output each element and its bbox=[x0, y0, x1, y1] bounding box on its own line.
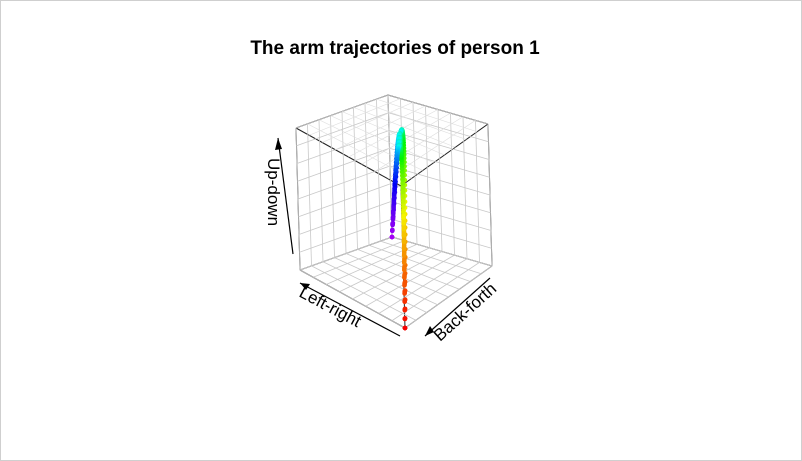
x-axis-label: Left-right bbox=[296, 283, 364, 331]
side-wall-grid-line bbox=[297, 147, 390, 182]
side-wall-grid-line bbox=[296, 112, 389, 147]
y-axis-label: Back-forth bbox=[430, 279, 500, 345]
trajectory-point bbox=[391, 201, 397, 206]
trajectory-point bbox=[402, 299, 408, 305]
trajectory-point bbox=[401, 253, 407, 258]
x-axis-arrow bbox=[299, 282, 401, 337]
side-wall-grid-line bbox=[297, 165, 391, 200]
trajectory-point bbox=[391, 206, 396, 211]
trajectory-point bbox=[400, 185, 406, 190]
floor-grid-line bbox=[357, 249, 460, 290]
trajectory-point bbox=[400, 177, 405, 182]
trajectory-point bbox=[389, 234, 395, 240]
trajectory-point bbox=[391, 196, 397, 201]
floor-grid-line bbox=[345, 253, 449, 298]
y-axis-arrow bbox=[424, 277, 491, 337]
trajectory-points bbox=[389, 127, 408, 331]
trajectory-point bbox=[401, 209, 406, 215]
trajectory-point bbox=[391, 211, 396, 217]
side-wall-grid-line bbox=[353, 107, 358, 250]
trajectory-point bbox=[400, 173, 405, 178]
back-wall-grid-line bbox=[389, 147, 490, 178]
trajectory-point bbox=[402, 325, 408, 331]
chart-title: The arm trajectories of person 1 bbox=[250, 38, 540, 59]
floor-grid-line bbox=[404, 265, 493, 329]
trajectory-point bbox=[400, 194, 406, 199]
trajectory-point bbox=[401, 246, 407, 251]
trajectory-point bbox=[393, 171, 399, 177]
trajectory-point bbox=[399, 169, 405, 175]
grid-lines bbox=[295, 94, 493, 329]
back-wall-grid-line bbox=[475, 120, 480, 263]
top-grid-line bbox=[361, 112, 451, 165]
trajectory-point bbox=[401, 260, 407, 266]
trajectory-point bbox=[402, 275, 407, 280]
z-axis-arrow bbox=[275, 137, 294, 255]
trajectory-point bbox=[390, 228, 395, 234]
z-axis-label: Up-down bbox=[264, 158, 283, 226]
trajectory-point bbox=[402, 283, 407, 288]
back-wall-grid-line bbox=[487, 123, 493, 267]
trajectory-point bbox=[390, 217, 396, 222]
trajectory-point bbox=[400, 199, 406, 204]
floor-grid-line bbox=[378, 258, 468, 314]
top-grid-line bbox=[376, 98, 478, 133]
trajectory-point bbox=[402, 308, 408, 313]
trajectory-point bbox=[400, 181, 405, 186]
trajectory-point bbox=[400, 204, 406, 209]
top-grid-line bbox=[341, 111, 445, 156]
floor-grid-line bbox=[365, 254, 455, 307]
trajectory-point bbox=[390, 222, 395, 228]
floor-grid-line bbox=[368, 244, 471, 282]
trajectory-point bbox=[402, 316, 408, 322]
trajectory-point bbox=[402, 267, 407, 273]
trajectory-point bbox=[392, 187, 398, 192]
trajectory-point bbox=[400, 189, 406, 195]
floor-grid-line bbox=[380, 240, 482, 275]
trajectory-point bbox=[401, 239, 407, 245]
trajectory-point bbox=[392, 191, 397, 197]
trajectory-point bbox=[393, 178, 398, 184]
trajectory-point bbox=[401, 226, 407, 232]
top-grid-line bbox=[374, 116, 464, 172]
trajectory-point bbox=[401, 233, 407, 238]
top-grid-line bbox=[353, 107, 456, 148]
side-wall-grid-line bbox=[296, 130, 390, 164]
side-wall-grid-line bbox=[376, 99, 381, 242]
trajectory-point bbox=[402, 291, 407, 296]
back-wall-grid-line bbox=[462, 116, 468, 259]
trajectory-point bbox=[401, 215, 406, 220]
trajectory-point bbox=[392, 182, 398, 188]
trajectory-point bbox=[401, 220, 406, 226]
trajectory-point bbox=[393, 168, 399, 173]
side-wall-grid-line bbox=[364, 103, 370, 246]
top-grid-line bbox=[364, 102, 467, 140]
trajectory-point bbox=[393, 175, 398, 180]
